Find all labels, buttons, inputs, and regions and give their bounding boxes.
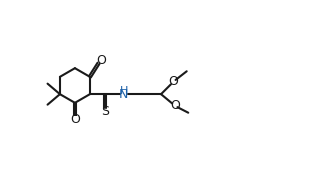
Text: O: O: [168, 75, 178, 88]
Text: S: S: [101, 105, 109, 118]
Text: O: O: [70, 113, 80, 126]
Text: O: O: [170, 99, 180, 112]
Text: O: O: [96, 54, 106, 67]
Text: H: H: [120, 86, 128, 96]
Text: N: N: [119, 88, 129, 101]
